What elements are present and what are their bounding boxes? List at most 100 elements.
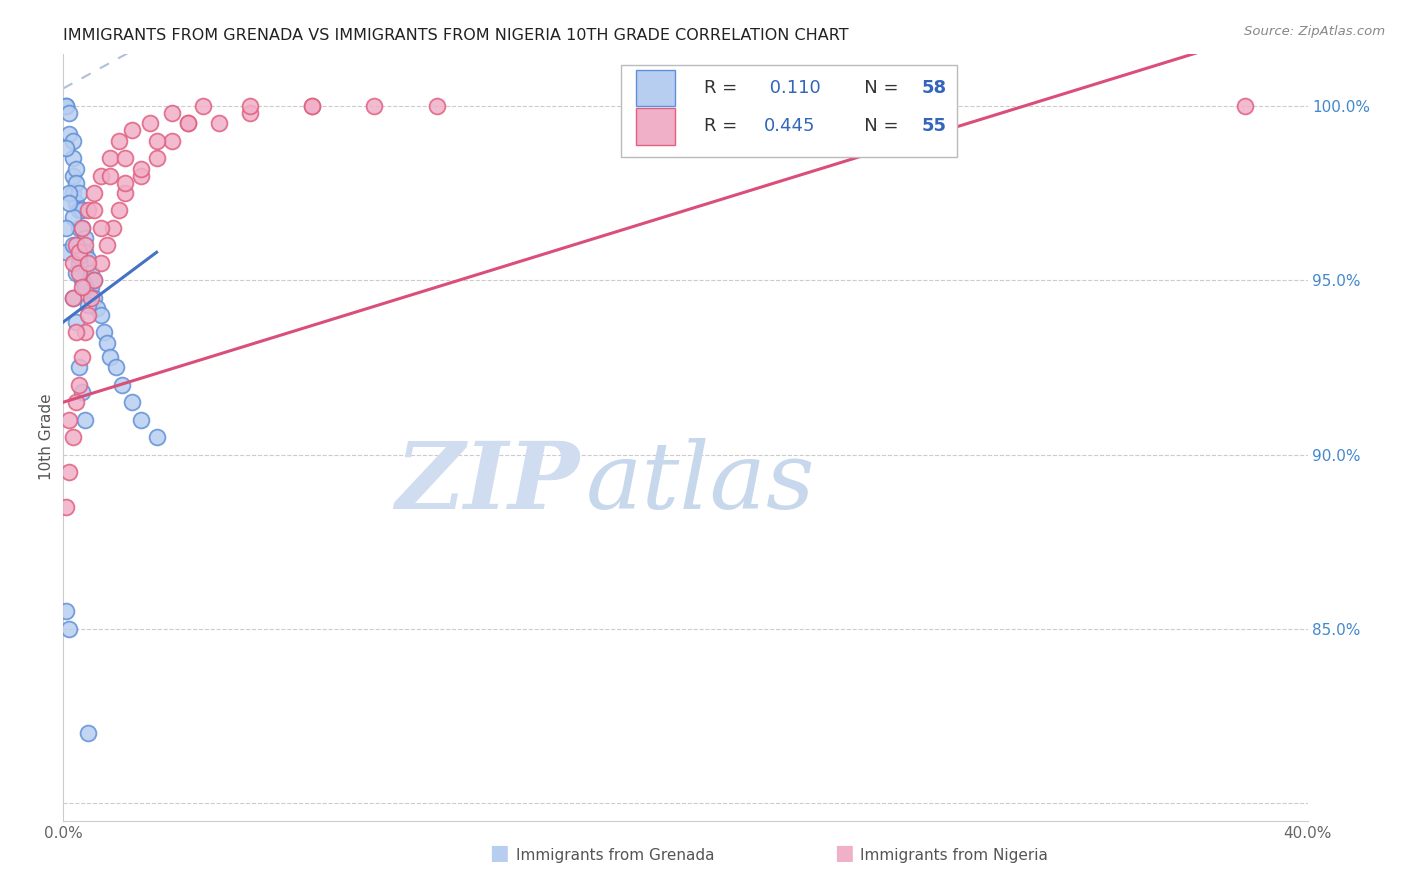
Point: [65, 266, 87, 280]
Point: [90, 220, 112, 235]
Point: [65, 395, 87, 409]
Point: [58, 196, 80, 211]
Point: [58, 127, 80, 141]
Text: Source: ZipAtlas.com: Source: ZipAtlas.com: [1244, 25, 1385, 38]
Point: [177, 116, 200, 130]
Point: [83, 203, 105, 218]
Point: [83, 291, 105, 305]
Point: [108, 134, 131, 148]
Text: 58: 58: [922, 79, 948, 97]
Point: [73, 262, 96, 277]
Point: [363, 99, 385, 113]
Point: [70, 245, 93, 260]
Text: ■: ■: [489, 844, 509, 863]
Point: [129, 169, 152, 183]
Point: [67, 249, 90, 263]
Text: N =: N =: [848, 79, 904, 97]
Point: [70, 273, 93, 287]
Point: [83, 273, 105, 287]
Point: [73, 412, 96, 426]
Point: [77, 726, 100, 740]
Point: [55, 500, 77, 514]
Point: [77, 252, 100, 267]
Point: [62, 211, 84, 225]
Point: [98, 169, 121, 183]
Y-axis label: 10th Grade: 10th Grade: [39, 393, 55, 481]
Point: [114, 186, 136, 200]
Point: [80, 280, 103, 294]
Text: 0.445: 0.445: [763, 118, 815, 136]
Point: [70, 350, 93, 364]
Point: [83, 186, 105, 200]
Point: [426, 99, 449, 113]
Point: [239, 99, 262, 113]
Point: [70, 280, 93, 294]
Point: [62, 291, 84, 305]
Text: ZIP: ZIP: [395, 438, 579, 528]
Point: [58, 465, 80, 479]
Point: [67, 203, 90, 218]
Point: [145, 134, 167, 148]
Point: [129, 161, 152, 176]
Point: [98, 350, 121, 364]
Point: [111, 377, 134, 392]
Point: [1234, 99, 1257, 113]
Point: [65, 176, 87, 190]
Point: [62, 256, 84, 270]
Text: Immigrants from Nigeria: Immigrants from Nigeria: [860, 848, 1049, 863]
Point: [67, 186, 90, 200]
Point: [101, 220, 124, 235]
FancyBboxPatch shape: [636, 70, 675, 106]
Point: [160, 134, 183, 148]
Point: [93, 326, 115, 340]
Point: [65, 196, 87, 211]
Point: [70, 220, 93, 235]
Text: R =: R =: [704, 118, 744, 136]
Point: [80, 266, 103, 280]
Point: [83, 273, 105, 287]
Point: [62, 169, 84, 183]
Point: [67, 266, 90, 280]
Point: [62, 291, 84, 305]
Point: [55, 141, 77, 155]
Point: [98, 151, 121, 165]
Text: 55: 55: [922, 118, 946, 136]
Point: [177, 116, 200, 130]
Point: [70, 220, 93, 235]
Point: [67, 220, 90, 235]
Point: [239, 105, 262, 120]
Point: [70, 203, 93, 218]
Point: [65, 238, 87, 252]
Point: [65, 315, 87, 329]
Point: [90, 169, 112, 183]
Point: [67, 245, 90, 260]
Point: [90, 256, 112, 270]
Point: [55, 245, 77, 260]
Point: [77, 273, 100, 287]
Point: [73, 231, 96, 245]
Point: [121, 395, 143, 409]
Point: [114, 176, 136, 190]
Text: IMMIGRANTS FROM GRENADA VS IMMIGRANTS FROM NIGERIA 10TH GRADE CORRELATION CHART: IMMIGRANTS FROM GRENADA VS IMMIGRANTS FR…: [63, 28, 849, 43]
Point: [105, 360, 128, 375]
Point: [65, 326, 87, 340]
Text: R =: R =: [704, 79, 744, 97]
Point: [55, 99, 77, 113]
Point: [62, 151, 84, 165]
Point: [77, 297, 100, 311]
Point: [96, 238, 118, 252]
Point: [73, 245, 96, 260]
FancyBboxPatch shape: [620, 65, 956, 157]
Point: [96, 335, 118, 350]
Point: [58, 622, 80, 636]
Point: [58, 412, 80, 426]
Point: [65, 161, 87, 176]
Point: [90, 308, 112, 322]
Point: [139, 116, 162, 130]
Point: [67, 360, 90, 375]
Point: [160, 105, 183, 120]
Point: [62, 186, 84, 200]
Point: [73, 326, 96, 340]
Point: [193, 99, 215, 113]
Point: [145, 430, 167, 444]
